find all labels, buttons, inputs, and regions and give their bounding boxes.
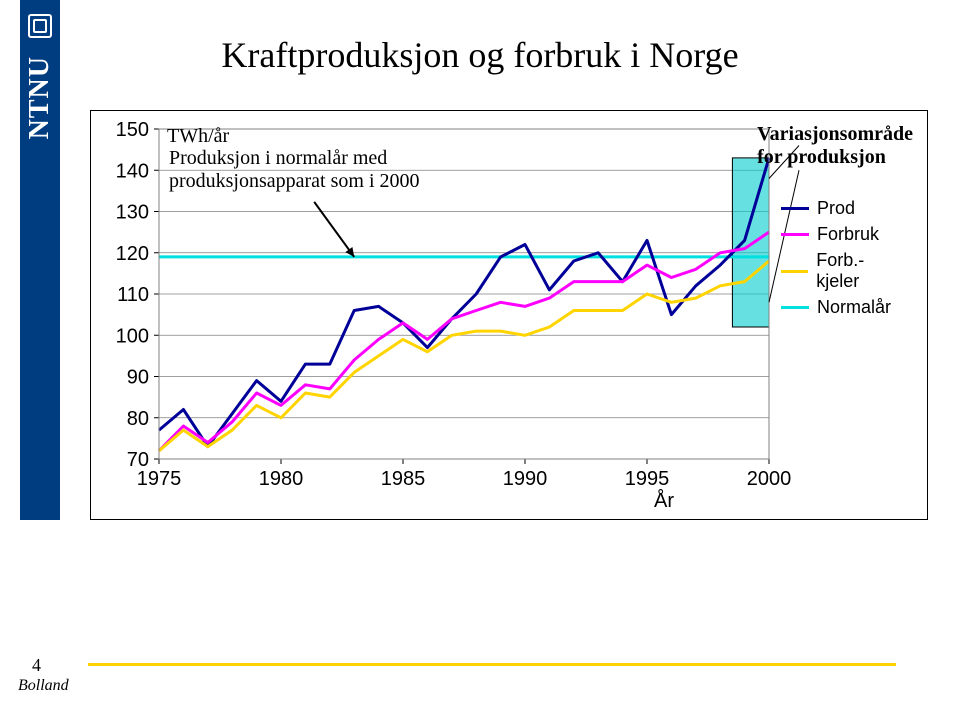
ntnu-sidebar: NTNU <box>20 0 60 520</box>
page-title: Kraftproduksjon og forbruk i Norge <box>0 34 960 76</box>
legend-swatch <box>781 306 809 309</box>
legend-item: Prod <box>781 198 905 219</box>
legend-item: Normalår <box>781 297 905 318</box>
svg-text:1985: 1985 <box>381 468 426 490</box>
legend-item: Forbruk <box>781 224 905 245</box>
variation-label: Variasjonsområdefor produksjon <box>757 123 913 169</box>
author-label: Bolland <box>18 677 69 695</box>
annotation-line: produksjonsapparat som i 2000 <box>169 170 420 193</box>
page-number: 4 <box>32 655 41 676</box>
svg-text:90: 90 <box>127 367 149 389</box>
svg-text:1995: 1995 <box>625 468 670 490</box>
svg-text:2000: 2000 <box>747 468 792 490</box>
annotation-text: Produksjon i normalår medproduksjonsappa… <box>169 147 420 193</box>
legend-swatch <box>781 233 809 236</box>
legend-label: Forb.-kjeler <box>816 250 905 292</box>
legend-item: Forb.-kjeler <box>781 250 905 292</box>
svg-text:80: 80 <box>127 408 149 430</box>
footer-divider <box>88 663 896 666</box>
legend-label: Normalår <box>817 297 891 318</box>
legend-label: Prod <box>817 198 855 219</box>
legend: Prod Forbruk Forb.-kjeler Normalår <box>773 187 913 331</box>
annotation-line: Produksjon i normalår med <box>169 147 420 170</box>
svg-text:1975: 1975 <box>137 468 182 490</box>
svg-text:120: 120 <box>116 243 149 265</box>
y-axis-unit: TWh/år <box>167 125 229 148</box>
svg-text:År: År <box>654 489 674 511</box>
svg-text:130: 130 <box>116 202 149 224</box>
chart-container: 7080901001101201301401501975198019851990… <box>90 110 928 520</box>
legend-label: Forbruk <box>817 224 879 245</box>
slide-page: NTNU Kraftproduksjon og forbruk i Norge … <box>0 0 960 716</box>
variation-label-line: Variasjonsområde <box>757 123 913 146</box>
svg-text:100: 100 <box>116 325 149 347</box>
svg-text:150: 150 <box>116 119 149 141</box>
svg-text:1990: 1990 <box>503 468 548 490</box>
svg-text:1980: 1980 <box>259 468 304 490</box>
legend-swatch <box>781 270 808 273</box>
variation-label-line: for produksjon <box>757 146 913 169</box>
svg-text:110: 110 <box>117 284 149 306</box>
svg-text:140: 140 <box>116 160 149 182</box>
legend-swatch <box>781 207 809 210</box>
